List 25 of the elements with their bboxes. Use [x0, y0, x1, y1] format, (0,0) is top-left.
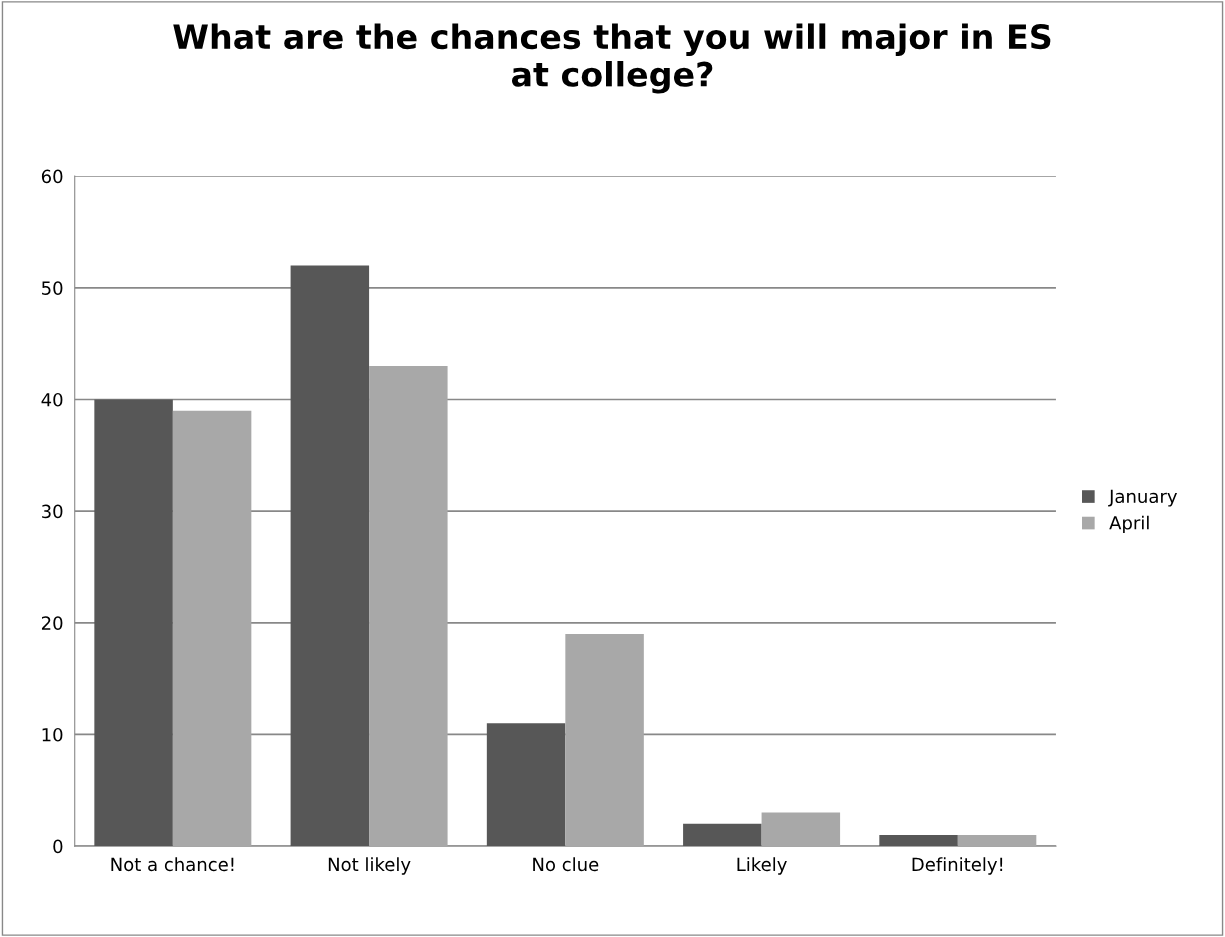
legend-label: April — [1109, 515, 1149, 534]
bar — [369, 365, 448, 847]
bar — [761, 812, 841, 847]
bar — [290, 265, 370, 847]
bar — [683, 823, 762, 847]
y-tick-label: 10 — [42, 727, 63, 742]
x-tick-label: No clue — [533, 857, 599, 872]
y-tick-label: 40 — [41, 392, 63, 407]
y-tick-label: 50 — [42, 281, 63, 295]
y-tick-label: 0 — [53, 839, 63, 854]
bar — [486, 723, 566, 847]
bar — [94, 399, 173, 847]
x-tick-label: Definitely! — [912, 857, 1003, 875]
y-tick-label: 60 — [41, 169, 63, 184]
bar — [565, 633, 644, 847]
y-tick-label: 30 — [42, 504, 63, 519]
x-tick-label: Likely — [737, 857, 787, 875]
y-tick-label: 20 — [41, 616, 63, 630]
bar — [172, 410, 252, 847]
chart-title: What are the chances that you will major in ES at college? — [173, 23, 1051, 94]
x-tick-label: Not a chance! — [111, 857, 234, 872]
bar — [957, 834, 1037, 847]
x-tick-label: Not likely — [328, 857, 411, 875]
legend-label: January — [1108, 489, 1178, 507]
bar — [879, 834, 958, 847]
